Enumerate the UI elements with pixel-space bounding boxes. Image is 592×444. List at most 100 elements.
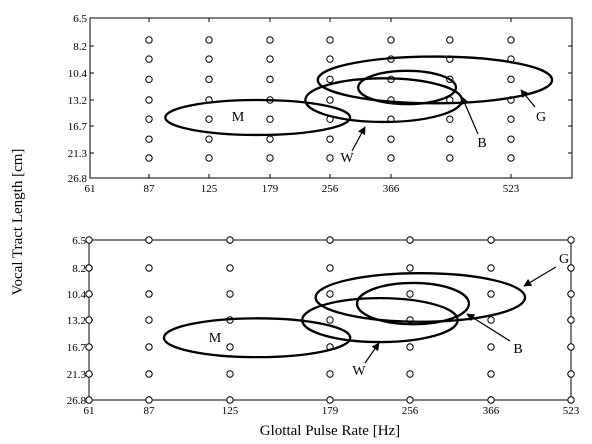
data-point xyxy=(326,96,334,104)
data-point xyxy=(326,154,334,162)
ellipse-M xyxy=(162,317,352,359)
data-point xyxy=(145,55,153,63)
data-point xyxy=(406,370,414,378)
data-point xyxy=(507,154,515,162)
data-point xyxy=(205,75,213,84)
data-point xyxy=(205,135,213,143)
data-point xyxy=(266,75,274,84)
data-point xyxy=(487,290,495,298)
data-point xyxy=(266,154,274,162)
data-point xyxy=(205,55,213,63)
y-tick-label: 8.2 xyxy=(72,263,86,275)
data-point xyxy=(226,396,234,404)
data-point xyxy=(205,36,213,44)
y-tick-label: 16.7 xyxy=(67,342,87,354)
data-point xyxy=(406,343,414,351)
x-tick-label: 366 xyxy=(383,183,400,195)
ellipse-label-W: W xyxy=(352,364,366,379)
data-point xyxy=(266,135,274,143)
data-point xyxy=(567,370,575,378)
y-axis-label: Vocal Tract Length [cm] xyxy=(10,149,26,296)
data-point xyxy=(487,264,495,272)
data-points xyxy=(85,236,575,404)
ellipse-label-M: M xyxy=(232,110,245,125)
ellipse-label-G: G xyxy=(536,110,546,125)
data-point xyxy=(406,236,414,244)
panels: 61 87 125 179 256 366 523 6.5 8.2 10.4 13.2 16.7 21.… xyxy=(67,13,580,417)
y-tick-label: 21.3 xyxy=(67,369,87,381)
data-point xyxy=(487,396,495,404)
data-point xyxy=(205,115,213,123)
data-point xyxy=(507,135,515,143)
data-point xyxy=(567,264,575,272)
data-point xyxy=(487,316,495,324)
data-point xyxy=(326,370,334,378)
data-point xyxy=(567,290,575,298)
axes-box xyxy=(89,17,573,179)
x-tick-label: 179 xyxy=(262,183,279,195)
data-point xyxy=(145,316,153,324)
data-point xyxy=(145,36,153,44)
x-tick-label: 61 xyxy=(84,405,95,417)
data-point xyxy=(446,135,454,143)
arrow-W xyxy=(364,342,380,364)
data-point xyxy=(226,290,234,298)
data-point xyxy=(145,396,153,404)
ellipse-G xyxy=(316,55,554,105)
x-tick-label: 87 xyxy=(144,405,156,417)
x-tick-label: 256 xyxy=(322,183,339,195)
data-point xyxy=(326,264,334,272)
x-tick-label: 366 xyxy=(483,405,500,417)
data-point xyxy=(226,370,234,378)
data-point xyxy=(507,115,515,123)
data-point xyxy=(145,154,153,162)
data-point xyxy=(326,236,334,244)
data-point xyxy=(507,36,515,44)
data-point xyxy=(487,370,495,378)
ellipse-label-B: B xyxy=(513,342,522,357)
ellipse-G xyxy=(314,272,527,323)
data-point xyxy=(487,343,495,351)
y-tick-label: 26.8 xyxy=(67,395,87,407)
y-tick-label: 16.7 xyxy=(68,121,88,133)
arrow-W xyxy=(351,126,366,152)
data-point xyxy=(567,236,575,244)
data-point xyxy=(387,154,395,162)
data-point xyxy=(145,343,153,351)
data-point xyxy=(226,343,234,351)
data-point xyxy=(446,115,454,123)
data-point xyxy=(266,36,274,44)
data-point xyxy=(85,316,93,324)
data-point xyxy=(567,316,575,324)
y-tick-label: 21.3 xyxy=(68,148,88,160)
data-point xyxy=(145,96,153,104)
data-point xyxy=(85,236,93,244)
data-point xyxy=(326,36,334,44)
data-point xyxy=(145,75,153,84)
data-point xyxy=(326,135,334,143)
data-point xyxy=(326,55,334,63)
x-tick-label: 179 xyxy=(322,405,339,417)
y-tick-label: 8.2 xyxy=(73,41,87,53)
y-tick-label: 13.2 xyxy=(67,315,86,327)
data-point xyxy=(266,55,274,63)
panel-bottom: 61 87 125 179 256 366 523 6.5 8.2 10.4 13.2 16.7 21.… xyxy=(67,235,580,417)
y-tick-label: 13.2 xyxy=(68,95,87,107)
data-point xyxy=(387,36,395,44)
data-point xyxy=(145,290,153,298)
data-point xyxy=(85,396,93,404)
data-point xyxy=(226,236,234,244)
y-tick-label: 6.5 xyxy=(72,235,86,247)
data-point xyxy=(326,290,334,298)
data-point xyxy=(205,154,213,162)
ellipse-label-G: G xyxy=(559,252,569,267)
data-point xyxy=(487,236,495,244)
data-point xyxy=(85,343,93,351)
data-point xyxy=(145,135,153,143)
data-point xyxy=(145,236,153,244)
ellipse-label-B: B xyxy=(477,136,486,151)
ellipse-M xyxy=(164,98,352,137)
data-point xyxy=(266,115,274,123)
